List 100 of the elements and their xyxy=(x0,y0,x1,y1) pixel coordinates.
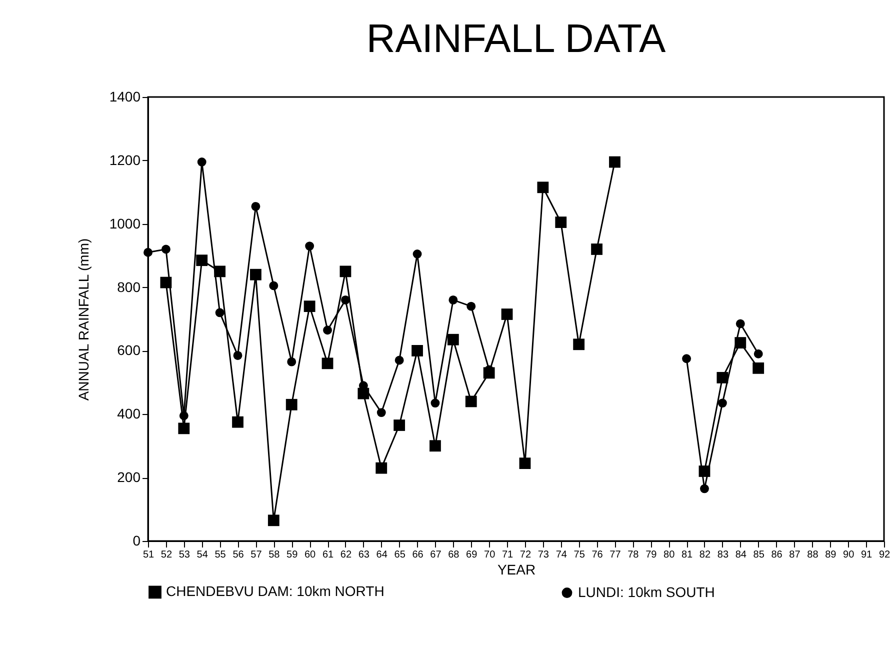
x-axis-title: YEAR xyxy=(497,562,536,578)
point xyxy=(251,202,260,211)
x-tick-label: 73 xyxy=(538,550,550,560)
y-tick-label: 400 xyxy=(117,406,141,422)
point xyxy=(555,216,567,228)
legend-label: CHENDEBVU DAM: 10km NORTH xyxy=(166,583,384,600)
x-tick-label: 69 xyxy=(466,550,478,560)
point xyxy=(340,266,352,278)
point xyxy=(304,300,316,312)
point xyxy=(412,345,423,356)
y-tick-label: 600 xyxy=(117,342,141,358)
point xyxy=(197,158,206,166)
y-tick-label: 800 xyxy=(117,278,141,295)
x-tick-label: 64 xyxy=(376,550,388,560)
x-tick-label: 86 xyxy=(771,550,783,560)
x-tick-label: 81 xyxy=(681,550,694,560)
y-axis-title: ANNUAL RAINFALL (mm) xyxy=(75,238,92,401)
x-tick-label: 68 xyxy=(448,550,460,560)
point xyxy=(430,440,441,452)
x-tick-label: 61 xyxy=(322,550,334,560)
x-tick-label: 92 xyxy=(878,550,890,560)
x-tick-label: 91 xyxy=(860,550,873,560)
point xyxy=(752,362,764,374)
x-tick-label: 89 xyxy=(825,550,837,560)
x-tick-label: 88 xyxy=(807,550,819,560)
point xyxy=(447,334,459,346)
x-tick-label: 65 xyxy=(394,550,406,560)
chart-title: RAINFALL DATA xyxy=(366,17,666,61)
point xyxy=(700,484,709,494)
point xyxy=(591,244,602,255)
point xyxy=(179,411,188,420)
x-tick-label: 70 xyxy=(484,550,496,560)
x-tick-label: 57 xyxy=(250,550,262,560)
point xyxy=(519,458,531,469)
point xyxy=(376,408,386,418)
point xyxy=(682,354,692,364)
point xyxy=(268,514,280,526)
point xyxy=(322,358,334,370)
y-tick-label: 1400 xyxy=(109,88,141,104)
x-tick-label: 52 xyxy=(160,550,172,560)
point xyxy=(716,372,728,384)
point xyxy=(287,357,296,366)
x-tick-label: 74 xyxy=(556,550,568,560)
point xyxy=(466,302,476,311)
point xyxy=(394,356,404,365)
point xyxy=(215,308,224,318)
point xyxy=(232,416,244,428)
point xyxy=(698,466,710,477)
y-tick-label: 0 xyxy=(132,532,141,548)
point xyxy=(233,351,242,360)
x-tick-label: 82 xyxy=(699,550,711,560)
x-tick-label: 76 xyxy=(592,550,604,560)
point xyxy=(269,281,278,290)
point xyxy=(609,156,620,168)
legend-label: LUNDI: 10km SOUTH xyxy=(578,584,715,600)
point xyxy=(160,276,172,288)
point xyxy=(734,337,746,348)
point xyxy=(394,420,406,431)
x-tick-label: 55 xyxy=(214,550,226,560)
point xyxy=(501,308,513,320)
x-tick-label: 66 xyxy=(412,550,424,560)
point xyxy=(161,244,170,254)
x-tick-label: 56 xyxy=(232,550,244,560)
x-tick-label: 77 xyxy=(610,550,622,560)
y-tick-label: 1000 xyxy=(109,215,141,232)
point xyxy=(178,422,190,434)
point xyxy=(537,182,549,194)
x-tick-label: 78 xyxy=(628,550,640,560)
x-tick-label: 72 xyxy=(520,550,532,560)
point xyxy=(340,296,350,304)
point xyxy=(144,248,152,257)
y-tick-label: 1200 xyxy=(109,152,141,168)
x-tick-label: 87 xyxy=(789,550,801,560)
x-tick-label: 63 xyxy=(358,550,370,560)
x-tick-label: 80 xyxy=(664,550,676,560)
point xyxy=(286,398,298,410)
x-tick-label: 51 xyxy=(142,550,154,560)
x-tick-label: 62 xyxy=(340,550,352,560)
x-tick-label: 53 xyxy=(178,550,190,560)
point xyxy=(430,398,440,408)
x-tick-label: 58 xyxy=(268,550,280,560)
point xyxy=(573,338,585,350)
x-tick-label: 71 xyxy=(502,550,514,560)
point xyxy=(754,349,763,358)
point xyxy=(214,266,226,278)
point xyxy=(736,319,745,328)
x-tick-label: 83 xyxy=(717,550,729,560)
point xyxy=(196,254,208,266)
point xyxy=(305,242,314,251)
point xyxy=(448,296,458,304)
x-tick-label: 84 xyxy=(735,550,747,560)
x-tick-label: 60 xyxy=(304,550,316,560)
point xyxy=(412,250,422,258)
point xyxy=(718,398,727,408)
x-tick-label: 75 xyxy=(574,550,586,560)
y-tick-label: 200 xyxy=(117,469,141,486)
x-tick-label: 67 xyxy=(430,550,442,560)
x-tick-label: 85 xyxy=(753,550,765,560)
point xyxy=(376,462,388,474)
x-tick-label: 54 xyxy=(196,550,208,560)
